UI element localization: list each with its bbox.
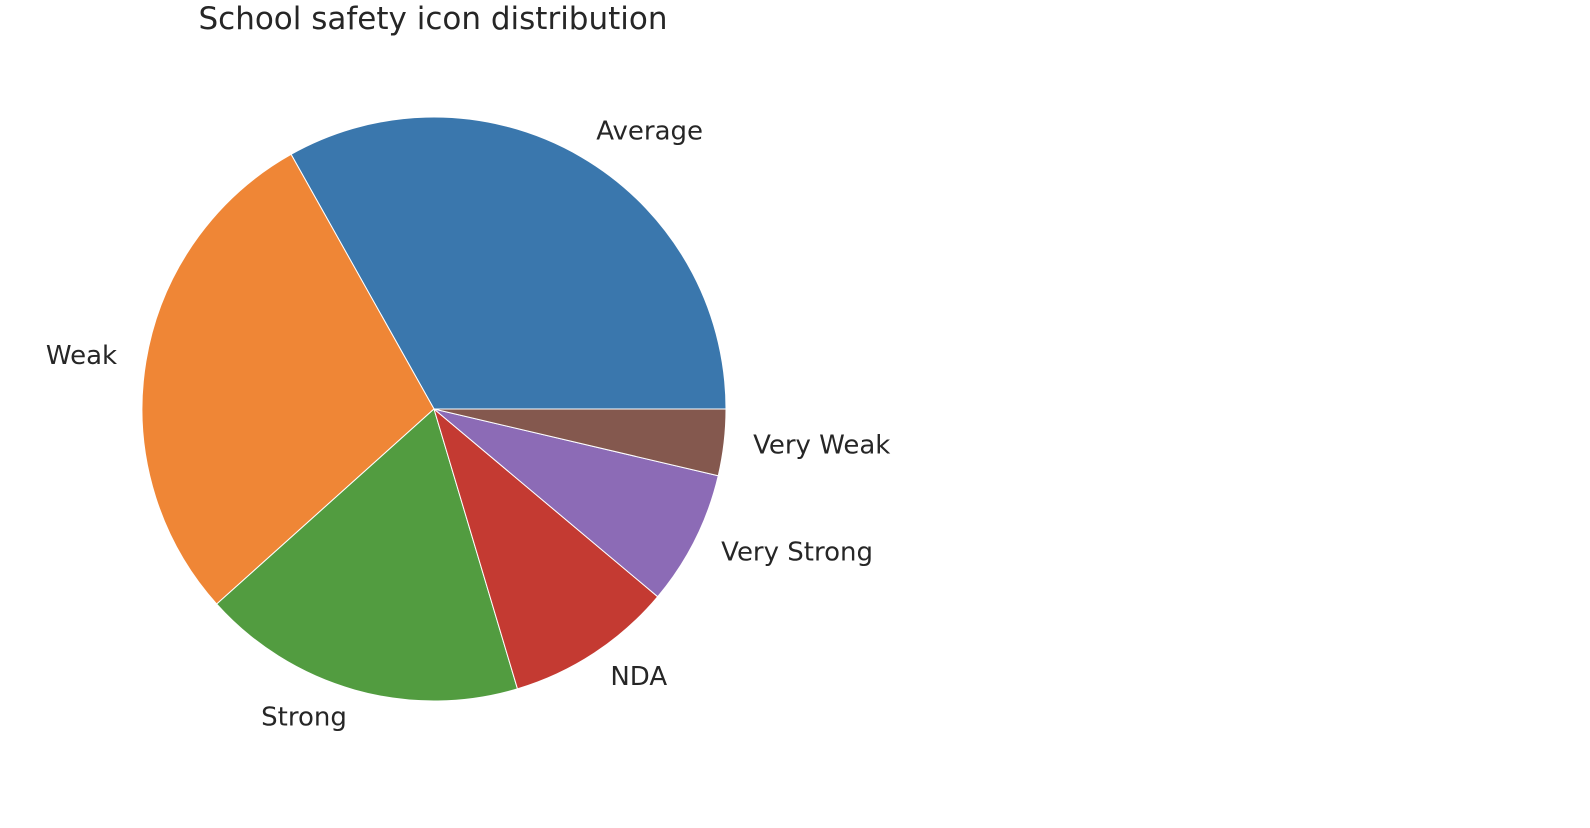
slice-label-weak: Weak: [46, 341, 117, 371]
pie-slice-very-weak: [433, 408, 727, 477]
slice-label-nda: NDA: [610, 662, 667, 692]
slice-label-very-strong: Very Strong: [721, 537, 873, 567]
pie-slice-weak: [141, 153, 435, 605]
pie-slice-nda: [433, 407, 659, 690]
pie-slice-strong: [215, 408, 519, 702]
pie-labels: Average Weak Strong NDA Very Strong Very Weak: [46, 116, 890, 732]
pie-slice-average: [290, 116, 727, 410]
pie-slices: [141, 116, 727, 702]
pie-slice-very-strong: [433, 408, 719, 598]
slice-label-average: Average: [596, 116, 703, 146]
slice-label-very-weak: Very Weak: [753, 430, 890, 460]
chart-title: School safety icon distribution: [198, 1, 667, 37]
slice-label-strong: Strong: [261, 703, 347, 733]
